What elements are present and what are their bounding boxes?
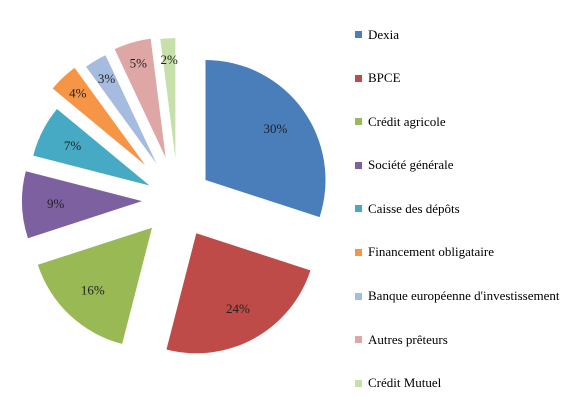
data-label-autres-preteurs: 5% — [130, 55, 148, 70]
legend-item-bpce: BPCE — [355, 68, 560, 89]
legend-swatch — [355, 161, 362, 169]
legend-label: BPCE — [368, 70, 401, 86]
pie-slice-dexia — [205, 60, 326, 218]
legend-item-credit-mutuel: Crédit Mutuel — [355, 373, 560, 394]
data-label-dexia: 30% — [263, 121, 287, 136]
data-label-credit-agricole: 16% — [81, 283, 105, 298]
pie-slice-banque-europeenne-d-investissement — [86, 55, 157, 164]
legend-swatch — [355, 31, 362, 38]
legend-item-dexia: Dexia — [355, 24, 560, 45]
legend-label: Société générale — [368, 157, 454, 173]
chart-legend: Dexia BPCE Crédit agricole Société générale… — [355, 24, 560, 416]
pie-slices — [22, 38, 326, 354]
legend-item-banque-europeenne-d-investissement: Banque européenne d'investissement — [355, 286, 560, 307]
pie-slice-autres-preteurs — [114, 38, 166, 158]
legend-label: Banque européenne d'investissement — [368, 288, 560, 304]
pie-slice-financement-obligataire — [52, 67, 146, 166]
pie-chart: 30% 24% 16% 9% 7% 4% 3% 5% 2% — [22, 38, 326, 354]
legend-label: Caisse des dépôts — [368, 200, 460, 216]
data-label-societe-generale: 9% — [47, 196, 65, 211]
legend-label: Financement obligataire — [368, 244, 494, 260]
legend-swatch — [355, 379, 362, 387]
legend-item-caisse-des-depots: Caisse des dépôts — [355, 198, 560, 219]
data-label-credit-mutuel: 2% — [161, 52, 179, 67]
legend-item-autres-preteurs: Autres prêteurs — [355, 329, 560, 350]
pie-slice-caisse-des-depots — [33, 108, 150, 186]
legend-item-financement-obligataire: Financement obligataire — [355, 242, 560, 263]
pie-data-labels: 30% 24% 16% 9% 7% 4% 3% 5% 2% — [47, 52, 287, 316]
pie-chart-svg: 30% 24% 16% 9% 7% 4% 3% 5% 2% — [22, 38, 326, 354]
legend-label: Crédit Mutuel — [368, 375, 442, 391]
data-label-bpce: 24% — [226, 301, 250, 316]
pie-slice-societe-generale — [22, 171, 143, 239]
legend-swatch — [355, 248, 362, 256]
legend-item-credit-agricole: Crédit agricole — [355, 111, 560, 132]
legend-label: Crédit agricole — [368, 113, 446, 129]
pie-slice-bpce — [166, 233, 311, 354]
legend-swatch — [355, 336, 362, 344]
legend-swatch — [355, 74, 362, 82]
data-label-banque-europeenne-d-investissement: 3% — [98, 71, 116, 86]
data-label-caisse-des-depots: 7% — [64, 138, 82, 153]
pie-slice-credit-mutuel — [160, 38, 176, 159]
legend-label: Dexia — [368, 26, 400, 42]
legend-swatch — [355, 118, 362, 126]
legend-swatch — [355, 292, 362, 300]
pie-slice-credit-agricole — [37, 227, 152, 344]
legend-item-societe-generale: Société générale — [355, 155, 560, 176]
data-label-financement-obligataire: 4% — [69, 85, 87, 100]
legend-swatch — [355, 205, 362, 213]
legend-label: Autres prêteurs — [368, 331, 448, 347]
